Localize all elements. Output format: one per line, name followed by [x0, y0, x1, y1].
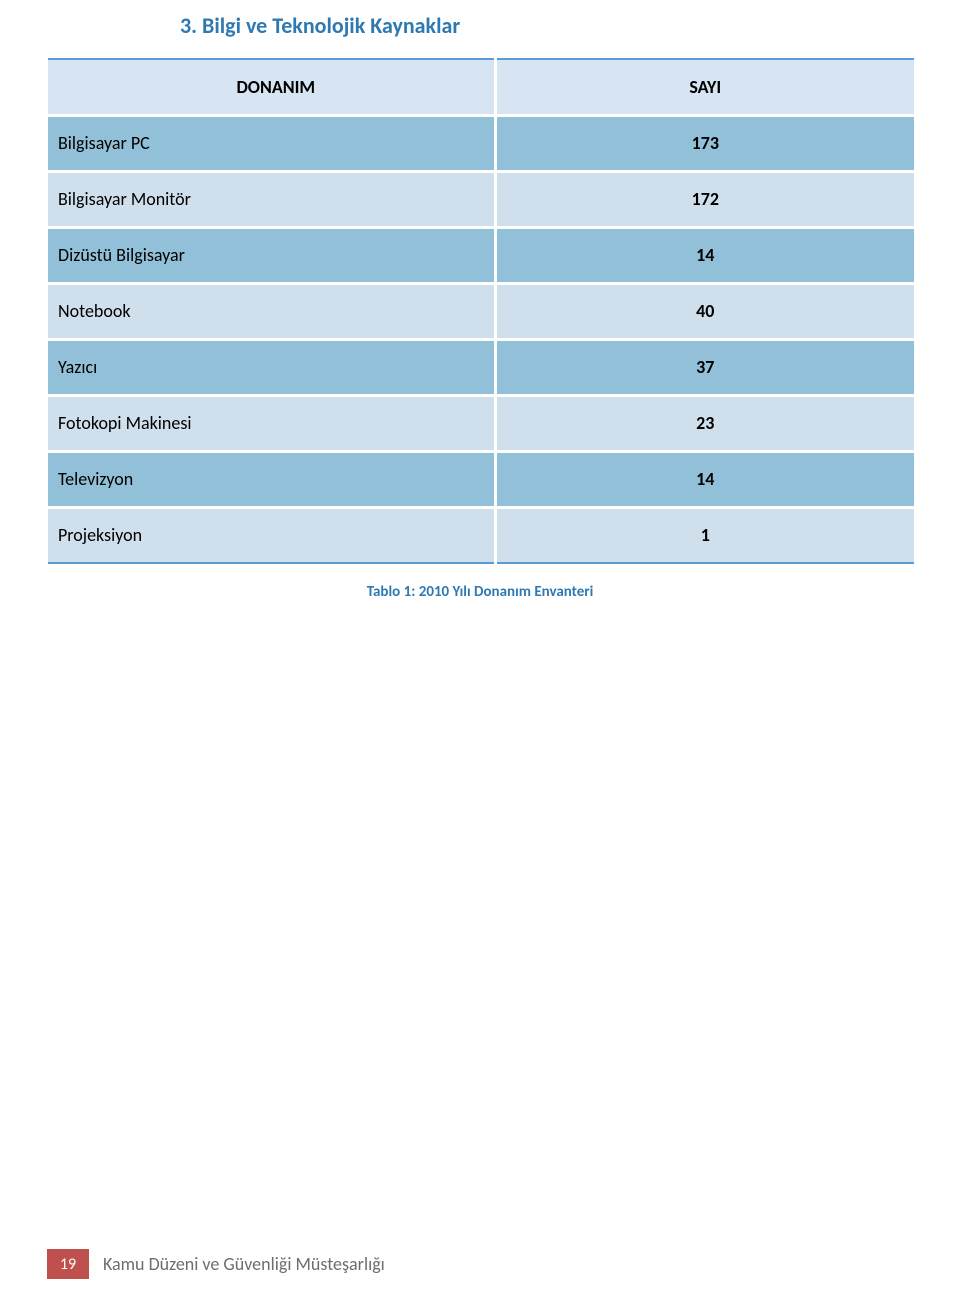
table-row: Fotokopi Makinesi 23 — [47, 395, 916, 451]
table-cell-value: 37 — [495, 339, 915, 395]
table-row: Bilgisayar Monitör 172 — [47, 171, 916, 227]
table-cell-value: 173 — [495, 115, 915, 171]
table-row: Projeksiyon 1 — [47, 507, 916, 563]
table-cell-name: Bilgisayar Monitör — [47, 171, 496, 227]
table-cell-value: 40 — [495, 283, 915, 339]
table-cell-name: Projeksiyon — [47, 507, 496, 563]
table-row: Televizyon 14 — [47, 451, 916, 507]
table-header-row: DONANIM SAYI — [47, 59, 916, 115]
table-cell-name: Bilgisayar PC — [47, 115, 496, 171]
page-footer: 19 Kamu Düzeni ve Güvenliği Müsteşarlığı — [47, 1249, 385, 1279]
table-cell-name: Notebook — [47, 283, 496, 339]
table-row: Notebook 40 — [47, 283, 916, 339]
table-header-value: SAYI — [495, 59, 915, 115]
table-cell-name: Yazıcı — [47, 339, 496, 395]
table-row: Yazıcı 37 — [47, 339, 916, 395]
page-number-box: 19 — [47, 1249, 89, 1279]
footer-text: Kamu Düzeni ve Güvenliği Müsteşarlığı — [103, 1253, 385, 1275]
table-cell-value: 1 — [495, 507, 915, 563]
table-cell-name: Televizyon — [47, 451, 496, 507]
table-cell-name: Dizüstü Bilgisayar — [47, 227, 496, 283]
page-number: 19 — [60, 1255, 76, 1274]
table-header-name: DONANIM — [47, 59, 496, 115]
table-cell-value: 23 — [495, 395, 915, 451]
table-cell-value: 14 — [495, 451, 915, 507]
section-heading: 3. Bilgi ve Teknolojik Kaynaklar — [180, 12, 460, 39]
table-cell-name: Fotokopi Makinesi — [47, 395, 496, 451]
hardware-table: DONANIM SAYI Bilgisayar PC 173 Bilgisaya… — [45, 58, 917, 564]
table-cell-value: 14 — [495, 227, 915, 283]
table-caption: Tablo 1: 2010 Yılı Donanım Envanteri — [0, 583, 960, 601]
page: 3. Bilgi ve Teknolojik Kaynaklar DONANIM… — [0, 0, 960, 1301]
table-row: Dizüstü Bilgisayar 14 — [47, 227, 916, 283]
table-row: Bilgisayar PC 173 — [47, 115, 916, 171]
table-cell-value: 172 — [495, 171, 915, 227]
